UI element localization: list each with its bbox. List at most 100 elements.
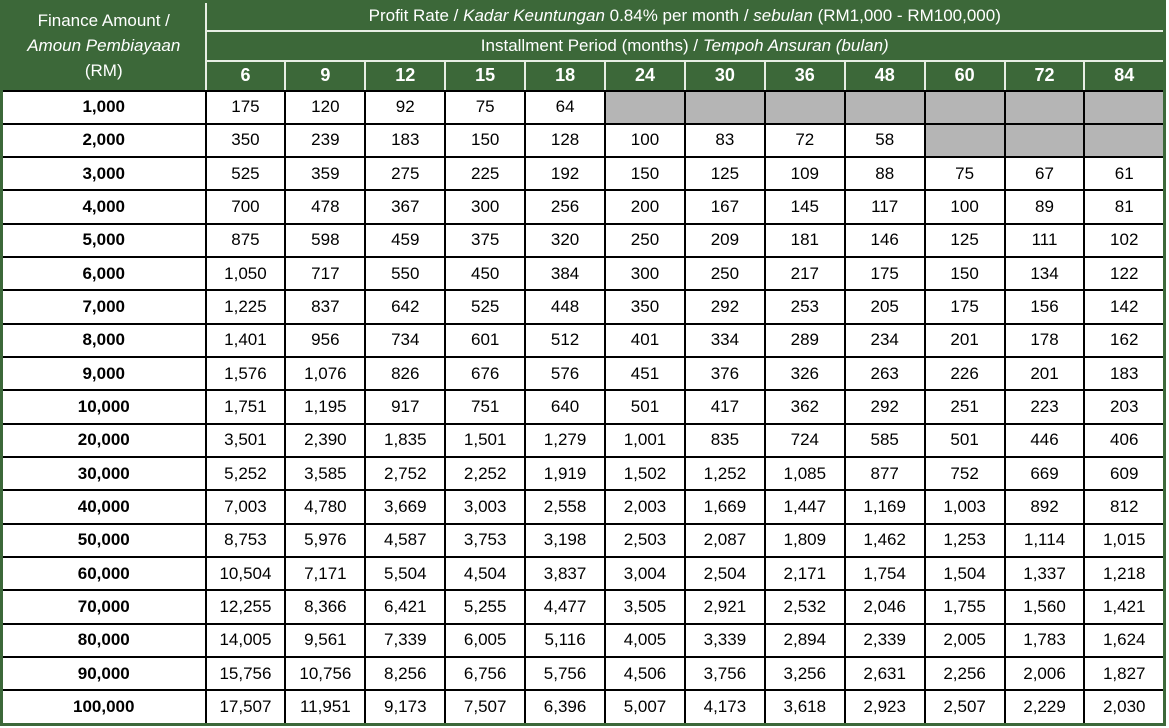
installment-value-cell: 150: [604, 156, 686, 192]
installment-value-cell: 642: [364, 289, 447, 325]
installment-value-cell: 156: [1003, 289, 1086, 325]
installment-value-cell: 700: [204, 189, 287, 225]
empty-cell: [1003, 89, 1086, 125]
installment-value-cell: 3,505: [604, 589, 686, 625]
installment-value-cell: 676: [444, 356, 527, 392]
empty-cell: [923, 122, 1006, 159]
installment-value-cell: 239: [284, 122, 367, 159]
installment-value-cell: 1,504: [923, 556, 1006, 592]
installment-value-cell: 3,618: [763, 689, 846, 726]
table-row: 20,000 3,501 2,390 1,835 1,501 1,279 1,001 835 7…: [0, 422, 1166, 459]
installment-value-cell: 2,894: [763, 622, 846, 659]
installment-value-cell: 150: [444, 122, 527, 159]
installment-value-cell: 89: [1003, 189, 1086, 225]
table-row: 3,000 525 359 275 225 192 150 125 109 88 75 67 61: [0, 156, 1166, 192]
installment-value-cell: 192: [524, 156, 607, 192]
installment-value-cell: 292: [683, 289, 766, 325]
installment-value-cell: 7,507: [444, 689, 527, 726]
installment-value-cell: 1,218: [1083, 556, 1166, 592]
installment-value-cell: 598: [284, 222, 367, 259]
installment-value-cell: 81: [1083, 189, 1166, 225]
installment-value-cell: 7,171: [284, 556, 367, 592]
empty-cell: [683, 89, 766, 125]
installment-value-cell: 406: [1083, 422, 1166, 459]
installment-value-cell: 2,003: [604, 489, 686, 525]
installment-value-cell: 1,751: [204, 389, 287, 425]
installment-value-cell: 501: [923, 422, 1006, 459]
installment-value-cell: 320: [524, 222, 607, 259]
table-row: 90,000 15,756 10,756 8,256 6,756 5,756 4,506 3,…: [0, 656, 1166, 692]
installment-value-cell: 892: [1003, 489, 1086, 525]
installment-value-cell: 601: [444, 322, 527, 359]
installment-value-cell: 734: [364, 322, 447, 359]
table-row: 2,000 350 239 183 150 128 100 83 72 58: [0, 122, 1166, 159]
installment-value-cell: 8,753: [204, 522, 287, 559]
finance-amount-cell: 20,000: [0, 422, 207, 459]
installment-value-cell: 201: [923, 322, 1006, 359]
installment-value-cell: 1,085: [763, 456, 846, 492]
installment-value-cell: 4,477: [524, 589, 607, 625]
finance-amount-cell: 80,000: [0, 622, 207, 659]
installment-value-cell: 205: [843, 289, 926, 325]
month-column-header: 18: [524, 59, 607, 92]
installment-value-cell: 209: [683, 222, 766, 259]
installment-value-cell: 1,225: [204, 289, 287, 325]
installment-value-cell: 2,503: [604, 522, 686, 559]
installment-value-cell: 175: [204, 89, 287, 125]
installment-value-cell: 2,921: [683, 589, 766, 625]
table-row: 60,000 10,504 7,171 5,504 4,504 3,837 3,004 2,5…: [0, 556, 1166, 592]
month-column-header: 48: [843, 59, 926, 92]
installment-value-cell: 203: [1083, 389, 1166, 425]
finance-amount-cell: 2,000: [0, 122, 207, 159]
installment-value-cell: 8,366: [284, 589, 367, 625]
installment-value-cell: 1,252: [683, 456, 766, 492]
installment-value-cell: 2,558: [524, 489, 607, 525]
installment-value-cell: 3,339: [683, 622, 766, 659]
installment-value-cell: 359: [284, 156, 367, 192]
installment-value-cell: 1,076: [284, 356, 367, 392]
finance-amount-cell: 1,000: [0, 89, 207, 125]
installment-value-cell: 1,114: [1003, 522, 1086, 559]
month-column-header: 12: [364, 59, 447, 92]
installment-value-cell: 4,504: [444, 556, 527, 592]
table-row: 70,000 12,255 8,366 6,421 5,255 4,477 3,505 2,9…: [0, 589, 1166, 625]
empty-cell: [604, 89, 686, 125]
installment-value-cell: 4,780: [284, 489, 367, 525]
finance-amount-cell: 5,000: [0, 222, 207, 259]
installment-value-cell: 17,507: [204, 689, 287, 726]
installment-value-cell: 576: [524, 356, 607, 392]
installment-value-cell: 181: [763, 222, 846, 259]
installment-value-cell: 8,256: [364, 656, 447, 692]
finance-amount-cell: 100,000: [0, 689, 207, 726]
installment-value-cell: 724: [763, 422, 846, 459]
installment-value-cell: 72: [763, 122, 846, 159]
installment-period-row: Installment Period (months) / Tempoh Ans…: [2, 29, 1166, 62]
finance-amount-cell: 3,000: [0, 156, 207, 192]
installment-value-cell: 9,561: [284, 622, 367, 659]
installment-value-cell: 375: [444, 222, 527, 259]
installment-value-cell: 275: [364, 156, 447, 192]
installment-value-cell: 67: [1003, 156, 1086, 192]
installment-value-cell: 451: [604, 356, 686, 392]
installment-value-cell: 120: [284, 89, 367, 125]
profit-rate-row: Finance Amount / Amoun Pembiayaan (RM) P…: [0, 0, 1166, 92]
installment-value-cell: 3,004: [604, 556, 686, 592]
table-header: Finance Amount / Amoun Pembiayaan (RM) P…: [0, 0, 1166, 92]
finance-amount-cell: 60,000: [0, 556, 207, 592]
installment-value-cell: 835: [683, 422, 766, 459]
installment-value-cell: 5,976: [284, 522, 367, 559]
installment-value-cell: 1,401: [204, 322, 287, 359]
month-column-header: 9: [284, 59, 367, 92]
installment-value-cell: 550: [364, 256, 447, 292]
finance-amount-header: Finance Amount / Amoun Pembiayaan (RM): [0, 0, 207, 92]
profit-rate-text-my2: sebulan: [753, 6, 813, 26]
installment-value-cell: 263: [843, 356, 926, 392]
month-column-header: 84: [1083, 59, 1166, 92]
profit-rate-header: Profit Rate / Kadar Keuntungan 0.84% per…: [204, 0, 1166, 32]
installment-value-cell: 350: [604, 289, 686, 325]
installment-value-cell: 367: [364, 189, 447, 225]
installment-value-cell: 459: [364, 222, 447, 259]
installment-value-cell: 6,005: [444, 622, 527, 659]
month-column-header: 72: [1003, 59, 1086, 92]
